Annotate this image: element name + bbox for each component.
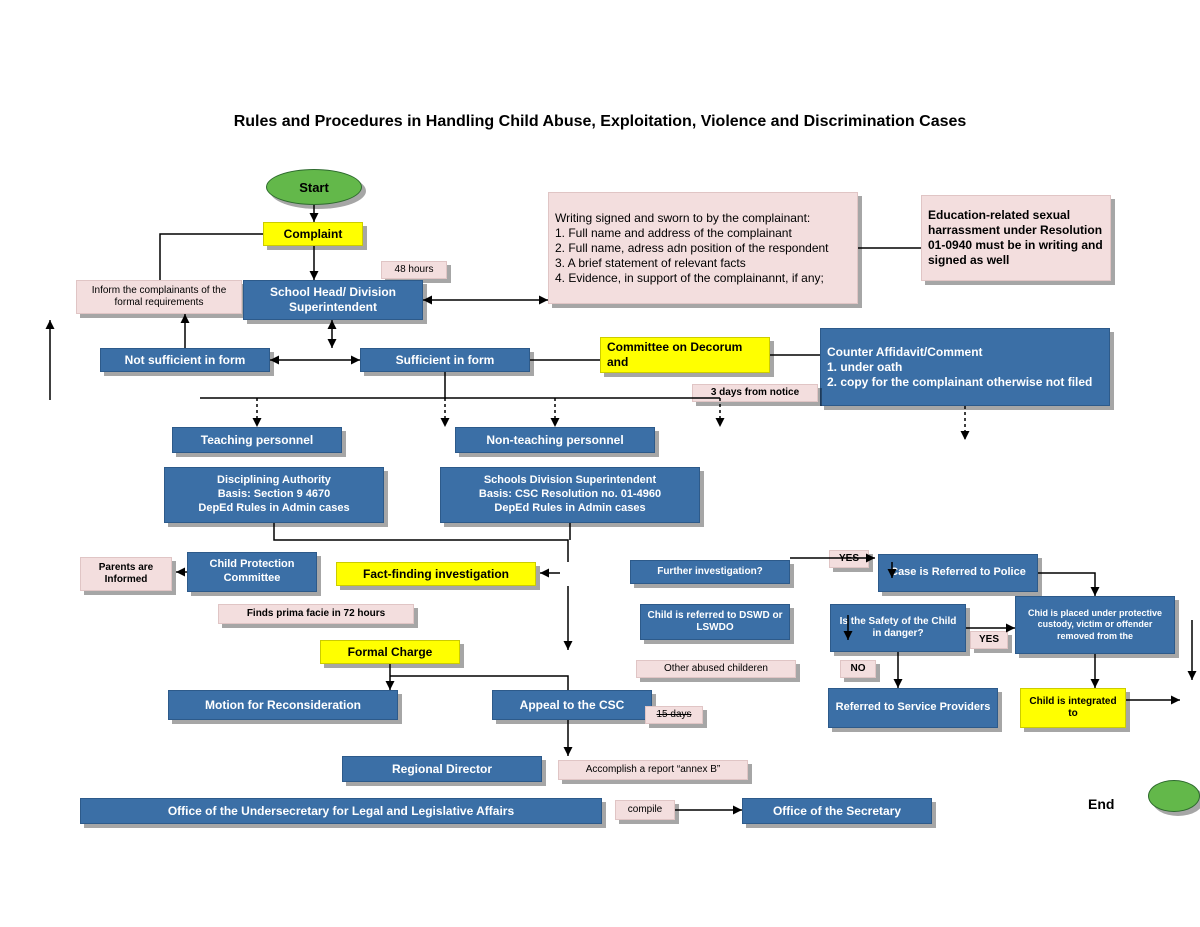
no-node: NO: [840, 660, 876, 678]
3days-node: 3 days from notice: [692, 384, 818, 402]
complaint-node: Complaint: [263, 222, 363, 246]
yes1-node: YES: [829, 550, 869, 568]
yes2-label: YES: [979, 634, 999, 647]
end-text: End: [1088, 796, 1114, 812]
case-police-node: Case is Referred to Police: [878, 554, 1038, 592]
school-head-label: School Head/ Division Superintendent: [250, 285, 416, 315]
not-sufficient-node: Not sufficient in form: [100, 348, 270, 372]
chart-title: Rules and Procedures in Handling Child A…: [180, 113, 1020, 131]
dswd-node: Child is referred to DSWD or LSWDO: [640, 604, 790, 640]
48hours-node: 48 hours: [381, 261, 447, 279]
service-providers-label: Referred to Service Providers: [836, 701, 991, 715]
appeal-node: Appeal to the CSC: [492, 690, 652, 720]
inform-requirements-node: Inform the complainants of the formal re…: [76, 280, 242, 314]
motion-label: Motion for Reconsideration: [205, 698, 361, 713]
protective-custody-label: Chid is placed under protective custody,…: [1022, 608, 1168, 642]
secretary-label: Office of the Secretary: [773, 804, 901, 819]
cpc-node: Child Protection Committee: [187, 552, 317, 592]
sds-node: Schools Division Superintendent Basis: C…: [440, 467, 700, 523]
committee-label: Committee on Decorum and: [607, 340, 763, 370]
compile-label: compile: [628, 804, 662, 817]
fact-finding-label: Fact-finding investigation: [363, 567, 509, 582]
formal-charge-label: Formal Charge: [348, 645, 433, 660]
nonteaching-label: Non-teaching personnel: [486, 433, 623, 448]
sds-label: Schools Division Superintendent Basis: C…: [479, 474, 661, 515]
end-node: [1148, 780, 1200, 812]
no-label: NO: [851, 663, 866, 676]
regional-director-label: Regional Director: [392, 762, 492, 777]
dswd-label: Child is referred to DSWD or LSWDO: [647, 610, 783, 635]
flowchart-canvas: Rules and Procedures in Handling Child A…: [0, 0, 1200, 927]
3days-label: 3 days from notice: [711, 387, 799, 400]
inform-requirements-label: Inform the complainants of the formal re…: [83, 285, 235, 310]
writing-requirements-node: Writing signed and sworn to by the compl…: [548, 192, 858, 304]
protective-custody-node: Chid is placed under protective custody,…: [1015, 596, 1175, 654]
compile-node: compile: [615, 800, 675, 820]
other-abused-label: Other abused childeren: [664, 663, 768, 676]
sufficient-node: Sufficient in form: [360, 348, 530, 372]
service-providers-node: Referred to Service Providers: [828, 688, 998, 728]
counter-affidavit-node: Counter Affidavit/Comment 1. under oath …: [820, 328, 1110, 406]
integrated-label: Child is integrated to: [1027, 696, 1119, 721]
prima-facie-label: Finds prima facie in 72 hours: [247, 608, 385, 621]
secretary-node: Office of the Secretary: [742, 798, 932, 824]
fact-finding-node: Fact-finding investigation: [336, 562, 536, 586]
appeal-label: Appeal to the CSC: [520, 698, 625, 713]
disciplining-authority-node: Disciplining Authority Basis: Section 9 …: [164, 467, 384, 523]
counter-affidavit-label: Counter Affidavit/Comment 1. under oath …: [827, 345, 1092, 390]
parents-informed-label: Parents are Informed: [87, 562, 165, 587]
safety-node: Is the Safety of the Child in danger?: [830, 604, 966, 652]
safety-label: Is the Safety of the Child in danger?: [837, 616, 959, 641]
further-investigation-label: Further investigation?: [657, 566, 763, 579]
writing-requirements-label: Writing signed and sworn to by the compl…: [555, 211, 829, 286]
further-investigation-node: Further investigation?: [630, 560, 790, 584]
other-abused-node: Other abused childeren: [636, 660, 796, 678]
15days-node: 15 days: [645, 706, 703, 724]
prima-facie-node: Finds prima facie in 72 hours: [218, 604, 414, 624]
committee-node: Committee on Decorum and: [600, 337, 770, 373]
motion-node: Motion for Reconsideration: [168, 690, 398, 720]
formal-charge-node: Formal Charge: [320, 640, 460, 664]
disciplining-authority-label: Disciplining Authority Basis: Section 9 …: [198, 474, 349, 515]
school-head-node: School Head/ Division Superintendent: [243, 280, 423, 320]
complaint-label: Complaint: [284, 227, 343, 242]
undersecretary-node: Office of the Undersecretary for Legal a…: [80, 798, 602, 824]
15days-label: 15 days: [656, 709, 691, 722]
teaching-label: Teaching personnel: [201, 433, 313, 448]
edu-harassment-node: Education-related sexual harrassment und…: [921, 195, 1111, 281]
not-sufficient-label: Not sufficient in form: [125, 353, 246, 368]
edu-harassment-label: Education-related sexual harrassment und…: [928, 208, 1104, 268]
parents-informed-node: Parents are Informed: [80, 557, 172, 591]
annex-b-node: Accomplish a report “annex B”: [558, 760, 748, 780]
cpc-label: Child Protection Committee: [194, 558, 310, 586]
48hours-label: 48 hours: [395, 264, 434, 277]
nonteaching-node: Non-teaching personnel: [455, 427, 655, 453]
undersecretary-label: Office of the Undersecretary for Legal a…: [168, 804, 514, 819]
start-node: Start: [266, 169, 362, 205]
sufficient-label: Sufficient in form: [396, 353, 495, 368]
case-police-label: Case is Referred to Police: [890, 566, 1026, 580]
yes1-label: YES: [839, 553, 859, 566]
regional-director-node: Regional Director: [342, 756, 542, 782]
teaching-node: Teaching personnel: [172, 427, 342, 453]
integrated-node: Child is integrated to: [1020, 688, 1126, 728]
end-label: End: [1088, 796, 1114, 812]
annex-b-label: Accomplish a report “annex B”: [586, 764, 721, 777]
start-label: Start: [299, 180, 329, 195]
yes2-node: YES: [970, 631, 1008, 649]
arrows-layer: [0, 0, 1200, 927]
